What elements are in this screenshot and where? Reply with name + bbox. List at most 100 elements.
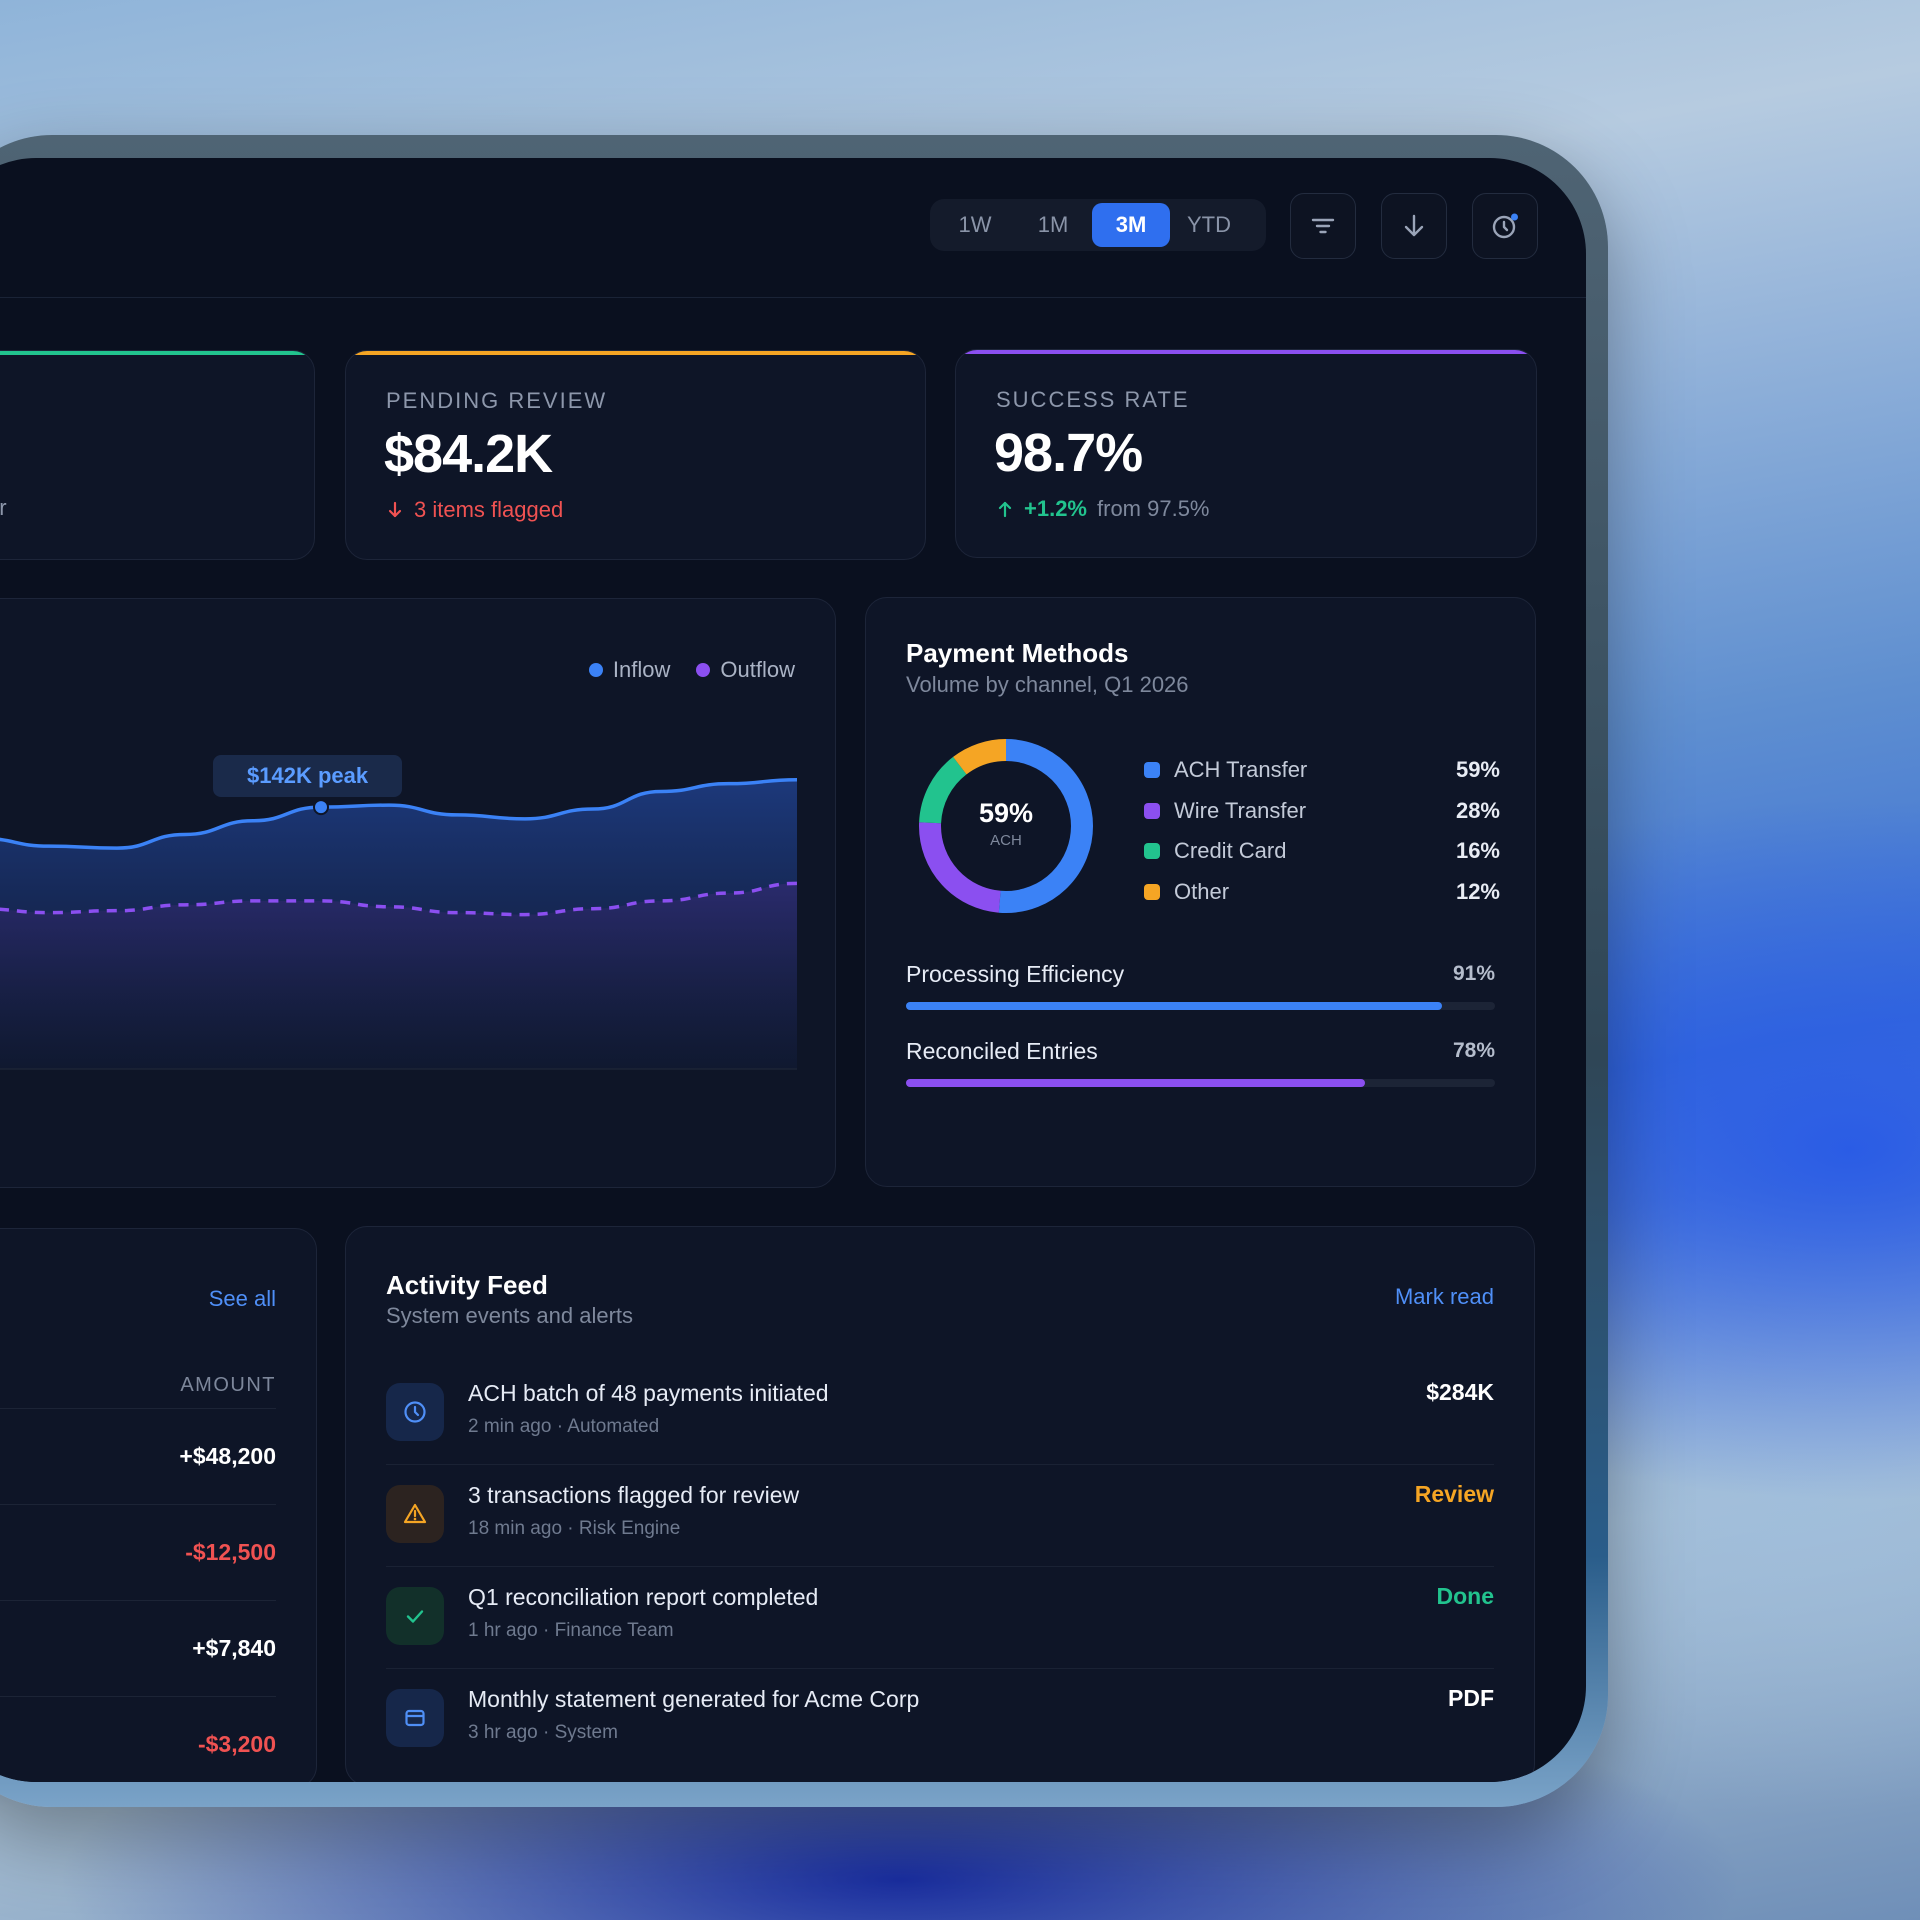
cashflow-chart <box>0 777 798 1070</box>
arrow-down-icon <box>388 501 402 518</box>
activity-item[interactable]: Q1 reconciliation report completed 1 hr … <box>386 1567 1494 1669</box>
kpi-card-pending-review: PENDING REVIEW $84.2K 3 items flagged <box>345 350 926 560</box>
method-name: Credit Card <box>1174 838 1287 863</box>
inflow-dot <box>588 663 603 677</box>
legend-swatch <box>1144 803 1160 819</box>
dashboard-screen: 1W 1M 3M YTD er PENDING REVIEW $84.2K <box>0 158 1586 1782</box>
donut-slice-wire-transfer[interactable] <box>919 739 1093 913</box>
card-subtitle: Volume by channel, Q1 2026 <box>906 672 1189 697</box>
legend-item-outflow[interactable]: Outflow <box>696 657 795 683</box>
kpi-label: PENDING REVIEW <box>386 388 608 413</box>
chart-legend: Inflow Outflow <box>588 657 795 683</box>
activity-icon-badge <box>386 1689 444 1747</box>
outflow-area <box>0 883 797 1069</box>
bar-value: 91% <box>1452 962 1495 985</box>
table-row[interactable]: -$12,500 <box>0 1504 276 1600</box>
activity-meta: 2 min ago · Automated <box>468 1416 660 1437</box>
bar-value: 78% <box>1452 1039 1495 1062</box>
payment-method-item: ACH Transfer 59% <box>1144 755 1500 785</box>
method-pct: 28% <box>1455 798 1500 823</box>
review-status[interactable]: Review <box>1414 1481 1494 1507</box>
kpi-sub: 3 items flagged <box>386 497 563 523</box>
range-1m-button[interactable]: 1M <box>1037 212 1069 237</box>
peak-point[interactable] <box>313 799 329 816</box>
activity-icon-badge <box>386 1587 444 1645</box>
peak-tooltip: $142K peak <box>213 755 403 798</box>
mark-read-link[interactable]: Mark read <box>1394 1284 1494 1309</box>
payment-method-item: Wire Transfer 28% <box>1144 796 1500 826</box>
filter-button[interactable] <box>1290 193 1356 259</box>
legend-label: Inflow <box>612 657 671 682</box>
pdf-download-link[interactable]: PDF <box>1448 1685 1494 1711</box>
kpi-accent-bar <box>346 351 925 355</box>
legend-item-inflow[interactable]: Inflow <box>588 657 671 683</box>
method-pct: 59% <box>1455 757 1500 782</box>
filter-icon <box>1311 218 1335 234</box>
activity-item[interactable]: Monthly statement generated for Acme Cor… <box>386 1669 1494 1771</box>
kpi-delta: +1.2% <box>1024 496 1087 521</box>
activity-feed-card: Activity Feed System events and alerts M… <box>345 1226 1535 1782</box>
donut-slice-other[interactable] <box>919 739 1093 913</box>
kpi-card-partial: er <box>0 350 315 560</box>
amount-value: +$7,840 <box>192 1635 276 1661</box>
activity-icon-badge <box>386 1383 444 1441</box>
download-button[interactable] <box>1381 193 1447 259</box>
activity-title: Monthly statement generated for Acme Cor… <box>468 1686 920 1712</box>
processing-efficiency-fill <box>906 1002 1442 1010</box>
activity-title: ACH batch of 48 payments initiated <box>468 1380 829 1406</box>
download-icon <box>1404 214 1424 237</box>
legend-swatch <box>1144 843 1160 859</box>
amount-value: +$48,200 <box>179 1443 276 1469</box>
payment-methods-card: Payment Methods Volume by channel, Q1 20… <box>865 597 1536 1187</box>
donut-center-value: 59% <box>978 798 1034 828</box>
range-3m-button[interactable]: 3M <box>1092 203 1170 247</box>
kpi-sub-text: er <box>0 495 7 521</box>
method-name: Wire Transfer <box>1174 798 1307 823</box>
table-row[interactable]: +$48,200 <box>0 1408 276 1504</box>
table-row[interactable]: +$7,840 <box>0 1600 276 1696</box>
card-subtitle: System events and alerts <box>386 1303 634 1328</box>
check-icon <box>406 1610 424 1623</box>
warning-icon <box>403 1503 427 1524</box>
reconciled-entries-fill <box>906 1079 1366 1087</box>
method-name: ACH Transfer <box>1174 757 1308 782</box>
activity-item[interactable]: 3 transactions flagged for review 18 min… <box>386 1465 1494 1567</box>
table-row[interactable]: -$3,200 <box>0 1696 276 1782</box>
reconciled-entries-track <box>906 1079 1495 1087</box>
method-pct: 16% <box>1455 838 1500 863</box>
kpi-accent-bar <box>956 350 1536 354</box>
payment-donut-chart <box>919 739 1093 913</box>
history-button[interactable] <box>1472 193 1538 259</box>
method-pct: 12% <box>1455 879 1500 904</box>
transactions-card: See all AMOUNT +$48,200 -$12,500 +$7,840… <box>0 1228 317 1782</box>
range-ytd-button[interactable]: YTD <box>1187 212 1231 237</box>
activity-value: $284K <box>1426 1379 1494 1405</box>
amount-value: -$3,200 <box>197 1731 276 1757</box>
cashflow-chart-card: Inflow Outflow $142K peak <box>0 598 836 1188</box>
activity-meta: 3 hr ago · System <box>468 1722 618 1743</box>
see-all-link[interactable]: See all <box>208 1286 276 1311</box>
amount-column-header: AMOUNT <box>180 1374 276 1396</box>
bar-label: Processing Efficiency <box>906 961 1125 987</box>
time-range-selector: 1W 1M 3M YTD <box>930 199 1266 251</box>
outflow-dot <box>696 663 711 677</box>
legend-swatch <box>1144 884 1160 900</box>
bar-label: Reconciled Entries <box>906 1038 1098 1064</box>
kpi-label: SUCCESS RATE <box>996 387 1190 412</box>
kpi-from: from 97.5% <box>1097 496 1210 521</box>
processing-efficiency-track <box>906 1002 1495 1010</box>
kpi-value: 98.7% <box>994 423 1143 483</box>
amount-value: -$12,500 <box>185 1539 276 1565</box>
range-1w-button[interactable]: 1W <box>958 212 992 237</box>
clock-icon <box>404 1401 426 1423</box>
done-status: Done <box>1436 1583 1495 1609</box>
kpi-accent-bar <box>0 351 314 355</box>
activity-item[interactable]: ACH batch of 48 payments initiated 2 min… <box>386 1363 1494 1465</box>
kpi-sub-text: 3 items flagged <box>414 497 564 522</box>
legend-swatch <box>1144 762 1160 778</box>
inflow-line <box>0 777 798 850</box>
donut-center-label: ACH <box>990 832 1022 849</box>
toolbar-divider <box>0 297 1586 298</box>
payment-method-item: Other 12% <box>1144 877 1500 907</box>
calendar-icon <box>405 1709 425 1727</box>
